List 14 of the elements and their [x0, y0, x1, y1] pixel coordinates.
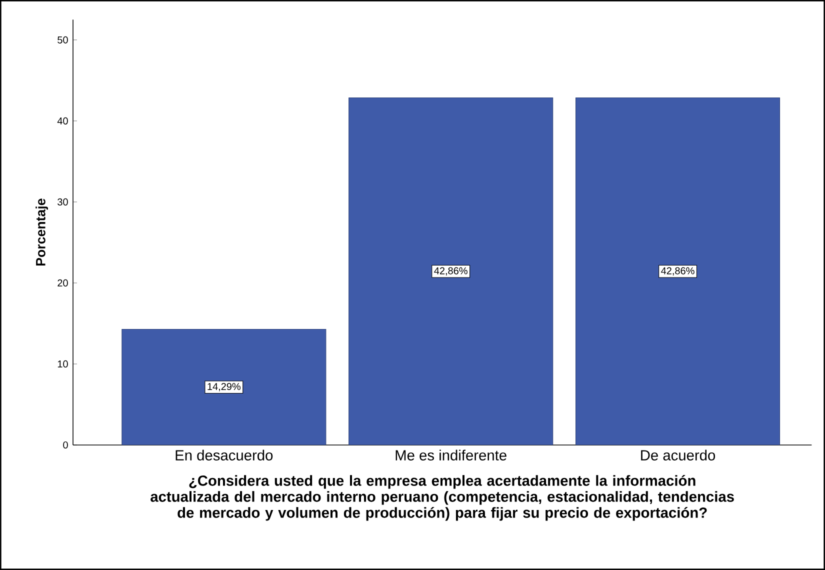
- x-axis-title: ¿Considera usted que la empresa emplea acertadamente la información actualizada del mercado interno peruano (competencia, estacionalidad, tendencias de mercado y volumen de producción) para fijar su precio de exportación?: [150, 474, 734, 521]
- data-label: 14,29%: [208, 382, 241, 392]
- y-tick-label: 50: [58, 36, 68, 44]
- y-axis-title: Porcentaje: [36, 198, 48, 266]
- data-label: 42,86%: [661, 267, 694, 276]
- y-tick-label: 30: [58, 198, 68, 206]
- x-tick-label: De acuerdo: [641, 450, 716, 460]
- y-tick-label: 40: [57, 117, 68, 124]
- x-tick-label: En desacuerdo: [176, 450, 273, 460]
- data-label: 42,86%: [434, 267, 468, 276]
- y-tick-label: 20: [58, 279, 68, 287]
- y-tick-label: 0: [63, 441, 68, 449]
- x-tick-label: Me es indiferente: [396, 450, 506, 460]
- y-tick-label: 10: [58, 360, 68, 368]
